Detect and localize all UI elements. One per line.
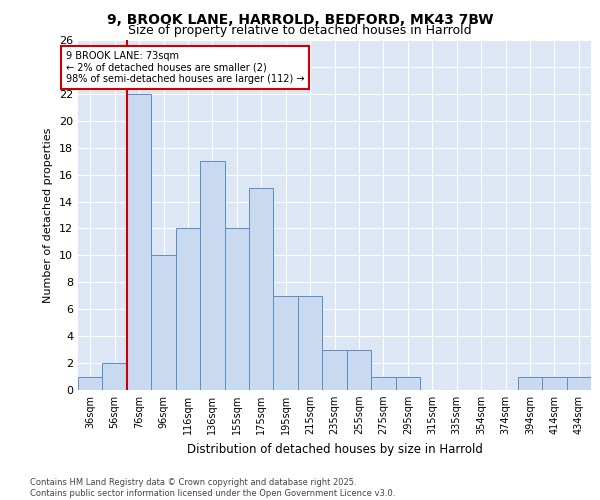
Bar	[395, 376, 420, 390]
Bar	[127, 94, 151, 390]
Bar	[200, 161, 224, 390]
Bar	[151, 256, 176, 390]
Bar	[224, 228, 249, 390]
X-axis label: Distribution of detached houses by size in Harrold: Distribution of detached houses by size …	[187, 442, 482, 456]
Bar	[566, 376, 591, 390]
Bar	[103, 363, 127, 390]
Bar	[518, 376, 542, 390]
Bar	[347, 350, 371, 390]
Bar	[249, 188, 274, 390]
Bar	[542, 376, 566, 390]
Text: 9 BROOK LANE: 73sqm
← 2% of detached houses are smaller (2)
98% of semi-detached: 9 BROOK LANE: 73sqm ← 2% of detached hou…	[66, 51, 304, 84]
Bar	[371, 376, 395, 390]
Text: Contains HM Land Registry data © Crown copyright and database right 2025.
Contai: Contains HM Land Registry data © Crown c…	[30, 478, 395, 498]
Bar	[78, 376, 103, 390]
Bar	[176, 228, 200, 390]
Text: Size of property relative to detached houses in Harrold: Size of property relative to detached ho…	[128, 24, 472, 37]
Y-axis label: Number of detached properties: Number of detached properties	[43, 128, 53, 302]
Bar	[298, 296, 322, 390]
Bar	[274, 296, 298, 390]
Bar	[322, 350, 347, 390]
Text: 9, BROOK LANE, HARROLD, BEDFORD, MK43 7BW: 9, BROOK LANE, HARROLD, BEDFORD, MK43 7B…	[107, 12, 493, 26]
